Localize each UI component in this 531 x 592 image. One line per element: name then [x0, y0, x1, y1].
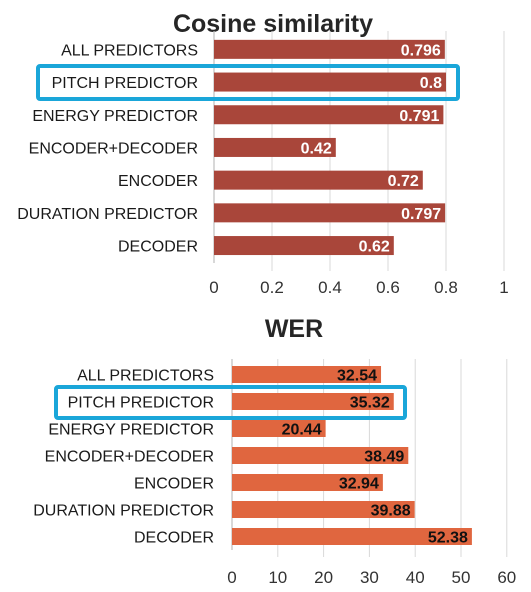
- data-label: 0.42: [301, 140, 332, 157]
- category-label: ENCODER+DECODER: [45, 449, 214, 466]
- x-tick-label: 0.8: [434, 278, 458, 297]
- bar: [232, 474, 383, 491]
- x-tick-label: 0: [209, 278, 218, 297]
- data-label: 0.8: [420, 75, 442, 92]
- data-label: 52.38: [428, 530, 468, 547]
- data-label: 32.54: [337, 368, 377, 385]
- data-label: 35.32: [350, 395, 390, 412]
- bar: [232, 528, 472, 545]
- category-label: ENERGY PREDICTOR: [48, 422, 214, 439]
- data-label: 0.796: [401, 42, 441, 59]
- data-label: 0.797: [401, 206, 441, 223]
- x-tick-label: 40: [406, 568, 425, 587]
- bar: [232, 420, 326, 437]
- chart-title-cosine: Cosine similarity: [173, 10, 373, 38]
- data-label: 32.94: [339, 476, 379, 493]
- x-tick-label: 60: [497, 568, 516, 587]
- category-label: ENERGY PREDICTOR: [32, 108, 198, 125]
- category-label: ALL PREDICTORS: [77, 368, 214, 385]
- x-tick-label: 1: [499, 278, 508, 297]
- bar: [232, 393, 394, 410]
- category-label: DECODER: [118, 239, 198, 256]
- bar: [232, 501, 415, 518]
- data-label: 0.791: [399, 108, 439, 125]
- category-label: DURATION PREDICTOR: [17, 206, 198, 223]
- category-label: ENCODER+DECODER: [29, 140, 198, 157]
- bar: [214, 137, 336, 157]
- bar: [214, 72, 446, 92]
- category-label: DECODER: [134, 530, 214, 547]
- x-tick-label: 30: [360, 568, 379, 587]
- highlight-box: [36, 64, 460, 101]
- data-label: 0.62: [359, 239, 390, 256]
- data-label: 39.88: [371, 503, 411, 520]
- data-label: 20.44: [282, 422, 322, 439]
- wer-chart: 0 10 20 30 40 50 60 ALL PREDICTORS 32.54 PITCH PR…: [33, 359, 516, 587]
- bar: [232, 447, 409, 464]
- x-tick-label: 50: [452, 568, 471, 587]
- category-label: ENCODER: [118, 173, 198, 190]
- bar: [214, 39, 445, 59]
- highlight-box: [54, 385, 407, 420]
- cosine-similarity-chart: 0 0.2 0.4 0.6 0.8 1 ALL PREDICTORS 0.796 PITCH P…: [17, 31, 509, 297]
- data-label: 0.72: [388, 173, 419, 190]
- bar: [214, 236, 394, 256]
- x-tick-label: 0.4: [318, 278, 342, 297]
- x-tick-label: 0.2: [260, 278, 284, 297]
- x-tick-label: 0.6: [376, 278, 400, 297]
- data-label: 38.49: [364, 449, 404, 466]
- chart-title-wer: WER: [265, 315, 323, 343]
- category-label: PITCH PREDICTOR: [68, 395, 214, 412]
- bar: [214, 203, 446, 223]
- category-label: PITCH PREDICTOR: [52, 75, 198, 92]
- bar: [214, 170, 423, 190]
- category-label: ALL PREDICTORS: [61, 42, 198, 59]
- x-tick-label: 0: [227, 568, 236, 587]
- bar: [232, 366, 382, 383]
- category-label: DURATION PREDICTOR: [33, 503, 214, 520]
- category-label: ENCODER: [134, 476, 214, 493]
- x-tick-label: 20: [314, 568, 333, 587]
- bar: [214, 105, 444, 125]
- x-tick-label: 10: [268, 568, 287, 587]
